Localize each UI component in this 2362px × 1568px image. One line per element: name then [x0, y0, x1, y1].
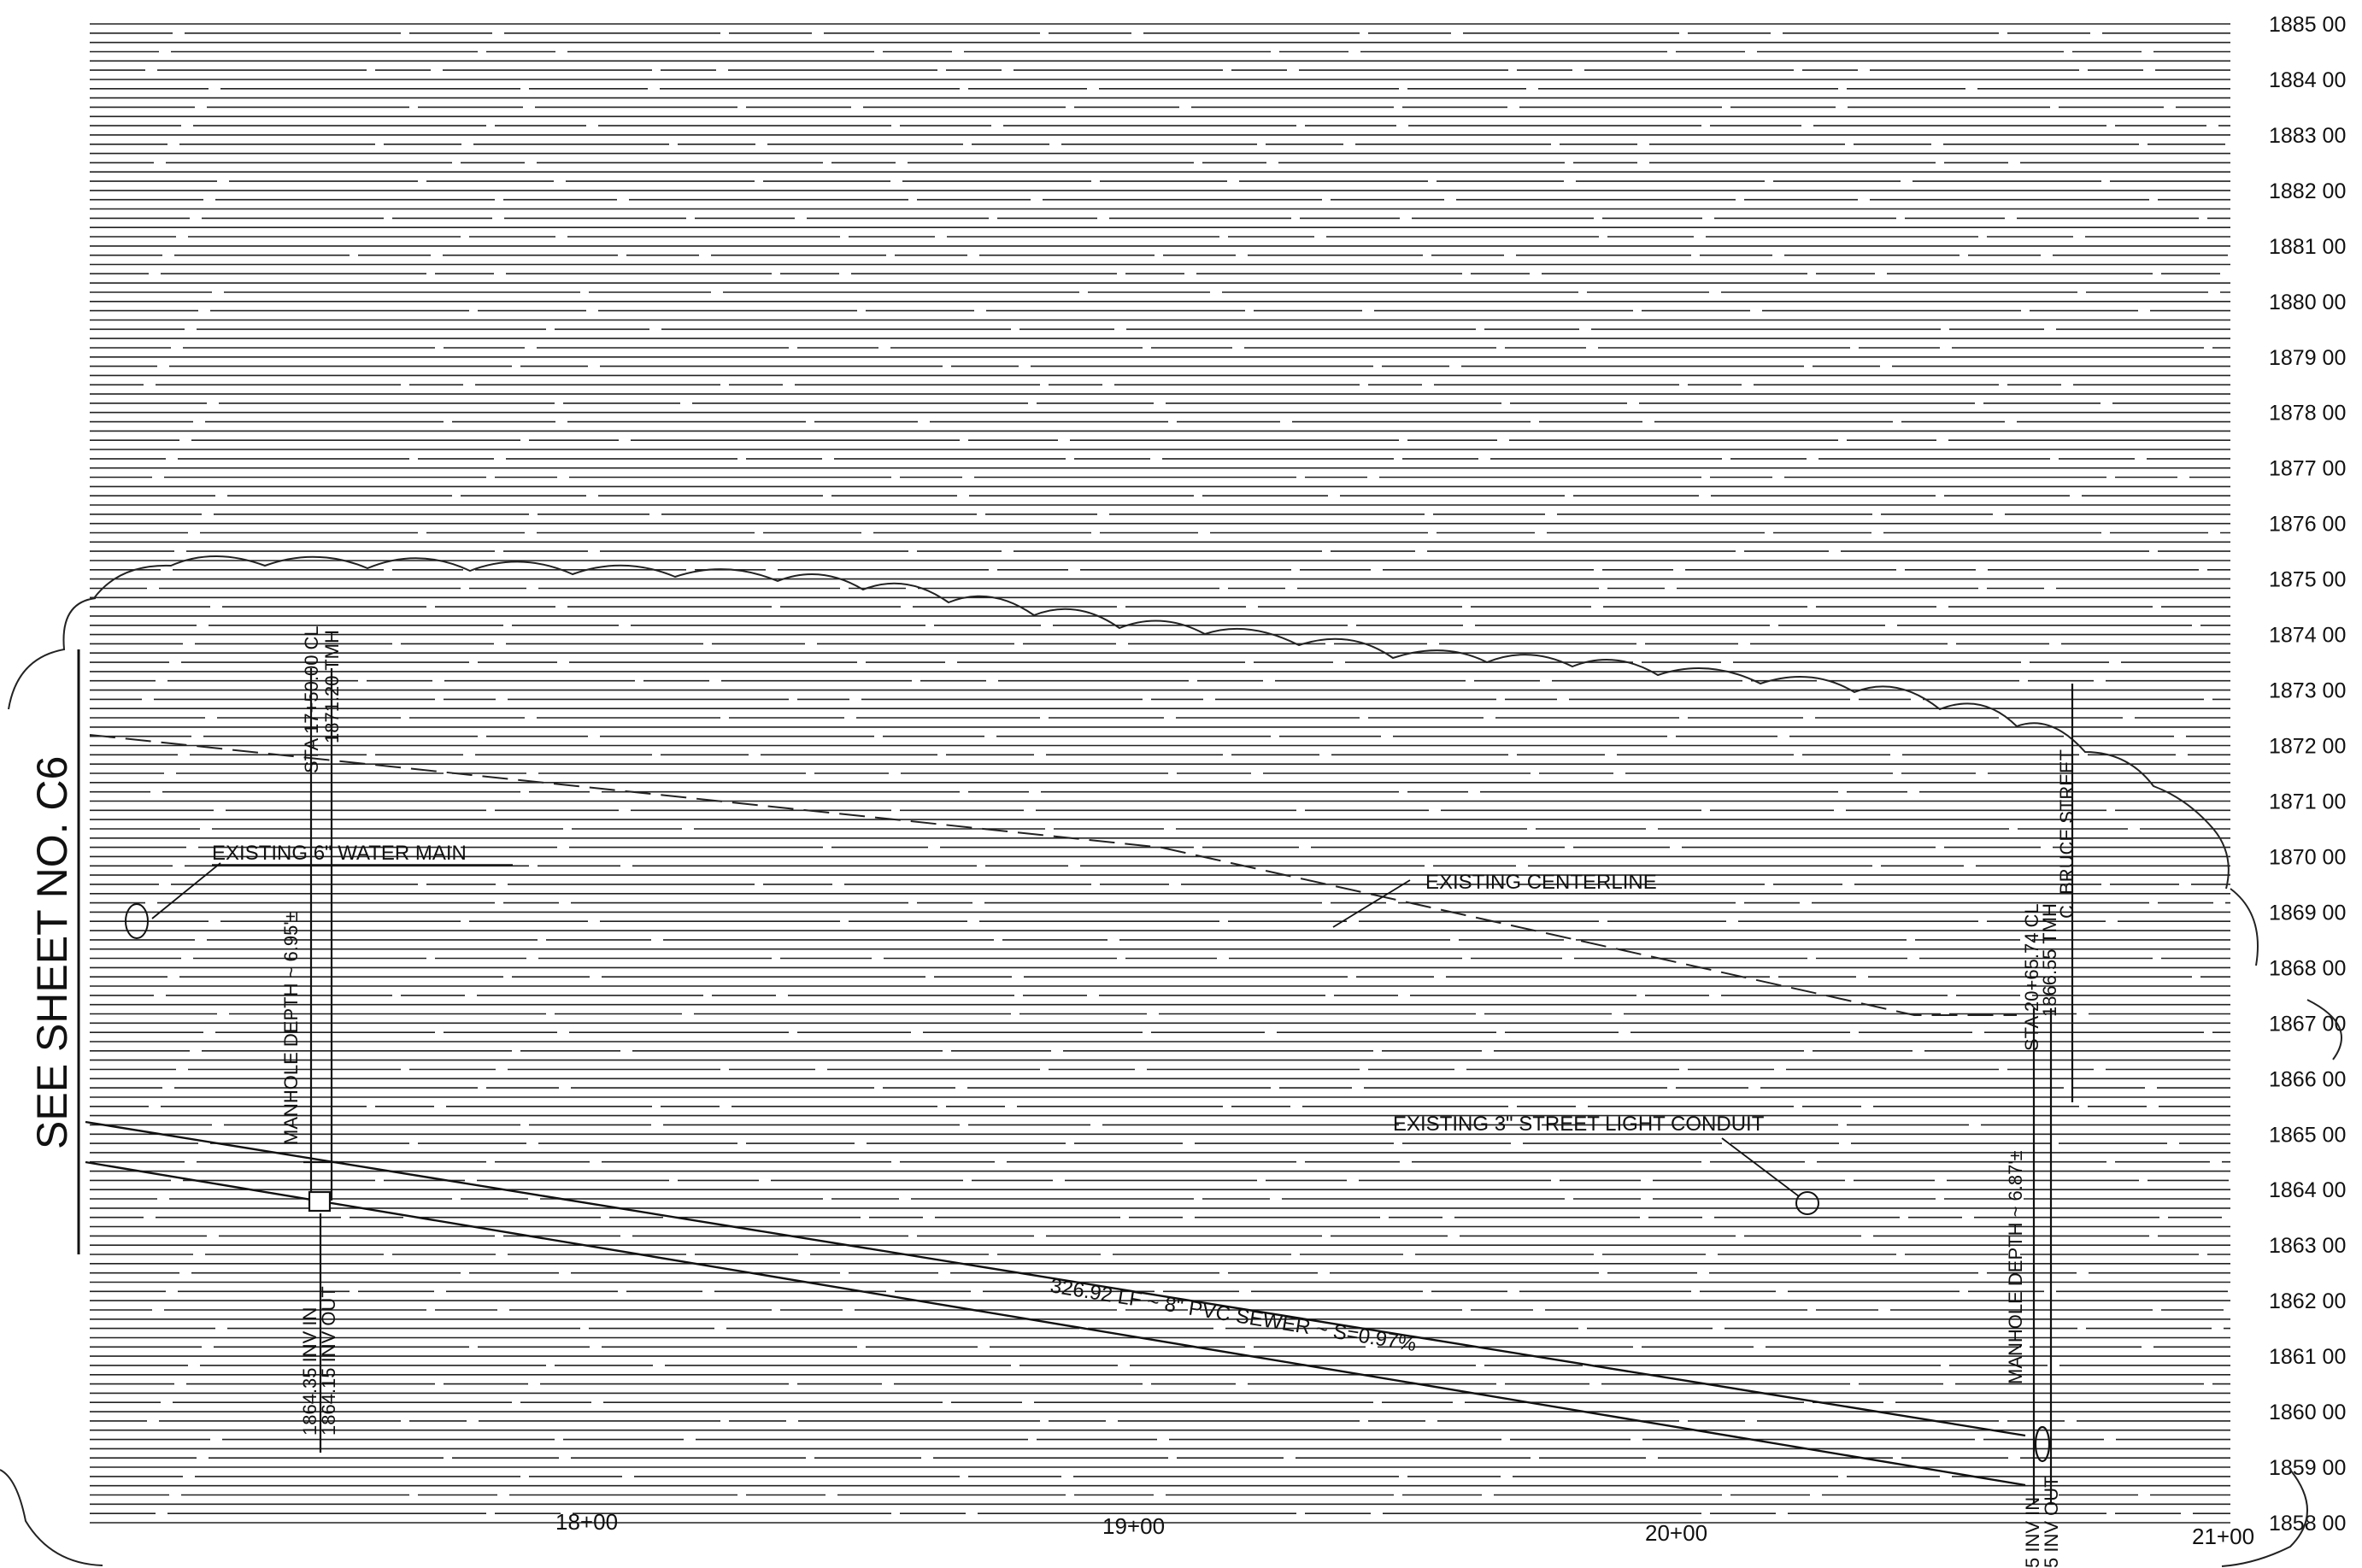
elevation-label: 1864 00 — [2269, 1178, 2346, 1202]
manhole-left-depth: MANHOLE DEPTH ~ 6.95'± — [280, 911, 302, 1145]
elevation-label: 1877 00 — [2269, 457, 2346, 481]
elevation-label: 1871 00 — [2269, 790, 2346, 814]
manhole-right-inv-in: 5 INV IN — [2022, 1497, 2043, 1568]
elevation-label: 1859 00 — [2269, 1456, 2346, 1480]
elevation-label: 1884 00 — [2269, 68, 2346, 92]
elevation-label: 1862 00 — [2269, 1289, 2346, 1313]
manhole-right-rim: 1866.55 TMH — [2039, 903, 2060, 1017]
elevation-label: 1874 00 — [2269, 624, 2346, 648]
elevation-label: 1865 00 — [2269, 1123, 2346, 1147]
elevation-label: 1868 00 — [2269, 956, 2346, 980]
elevation-labels: 1885 00 1884 00 1883 00 1882 00 1881 00 1880 … — [2269, 13, 2346, 1536]
elevation-label: 1885 00 — [2269, 13, 2346, 37]
elevation-label: 1882 00 — [2269, 179, 2346, 203]
elevation-label: 1875 00 — [2269, 568, 2346, 592]
street-light-symbol — [1795, 1191, 1819, 1215]
revision-cloud — [93, 555, 2230, 890]
elevation-label: 1881 00 — [2269, 235, 2346, 259]
elevation-label: 1876 00 — [2269, 513, 2346, 537]
elevation-label: 1869 00 — [2269, 901, 2346, 925]
sheet-ref-label: SEE SHEET NO. C6 — [28, 756, 76, 1149]
elevation-label: 1878 00 — [2269, 402, 2346, 426]
elevation-label: 1866 00 — [2269, 1067, 2346, 1091]
manhole-right-depth: MANHOLE DEPTH ~ 6.87'± — [2005, 1150, 2026, 1384]
water-main-label: EXISTING 6" WATER MAIN — [212, 842, 467, 865]
sewer-pipe-top — [85, 1120, 2026, 1437]
manhole-right-inv-out: 5 INV OUT — [2041, 1476, 2062, 1568]
water-main-symbol — [125, 903, 149, 939]
street-name-label: C. BRUCE STREET — [2056, 749, 2077, 919]
manhole-left — [303, 668, 338, 1453]
street-light-leader — [1721, 1137, 1800, 1197]
manhole-left-inv-in: 1864.35 INV IN — [299, 1307, 320, 1436]
sewer-label: 326.92 LF ~ 8" PVC SEWER ~ S=0.97% — [1049, 1274, 1418, 1356]
existing-centerline — [89, 734, 2017, 1016]
manhole-left-station: STA 17+50.00 CL — [301, 625, 322, 773]
elevation-label: 1872 00 — [2269, 735, 2346, 759]
elevation-label: 1879 00 — [2269, 346, 2346, 370]
station-label: 19+00 — [1102, 1513, 1165, 1539]
elevation-label: 1861 00 — [2269, 1345, 2346, 1369]
station-label: 21+00 — [2192, 1524, 2254, 1549]
elevation-label: 1867 00 — [2269, 1012, 2346, 1036]
centerline-leader — [1332, 879, 1411, 928]
water-main-leader — [151, 862, 221, 919]
elevation-label: 1873 00 — [2269, 679, 2346, 703]
centerline-label: EXISTING CENTERLINE — [1425, 871, 1657, 894]
elevation-label: 1883 00 — [2269, 124, 2346, 148]
manhole-right — [2032, 684, 2074, 1504]
elevation-label: 1863 00 — [2269, 1234, 2346, 1258]
revision-cloud-left — [0, 597, 103, 1566]
elevation-label: 1880 00 — [2269, 291, 2346, 314]
revision-cloud-right — [2221, 888, 2342, 1567]
elevation-label: 1860 00 — [2269, 1401, 2346, 1424]
grid-lines — [90, 23, 2230, 1524]
manhole-left-rim: 1871.20 TMH — [321, 630, 343, 743]
street-light-label: EXISTING 3" STREET LIGHT CONDUIT — [1393, 1113, 1765, 1136]
elevation-label: 1870 00 — [2269, 845, 2346, 869]
station-labels: 18+00 19+00 20+00 21+00 — [555, 1509, 2254, 1549]
manhole-left-inv-out: 1864.15 INV OUT — [318, 1286, 339, 1436]
manhole-right-station: STA 20+65.74 CL — [2021, 903, 2042, 1051]
station-label: 18+00 — [555, 1509, 618, 1535]
sewer-pipe-bottom — [85, 1160, 2026, 1487]
station-label: 20+00 — [1645, 1520, 1707, 1546]
